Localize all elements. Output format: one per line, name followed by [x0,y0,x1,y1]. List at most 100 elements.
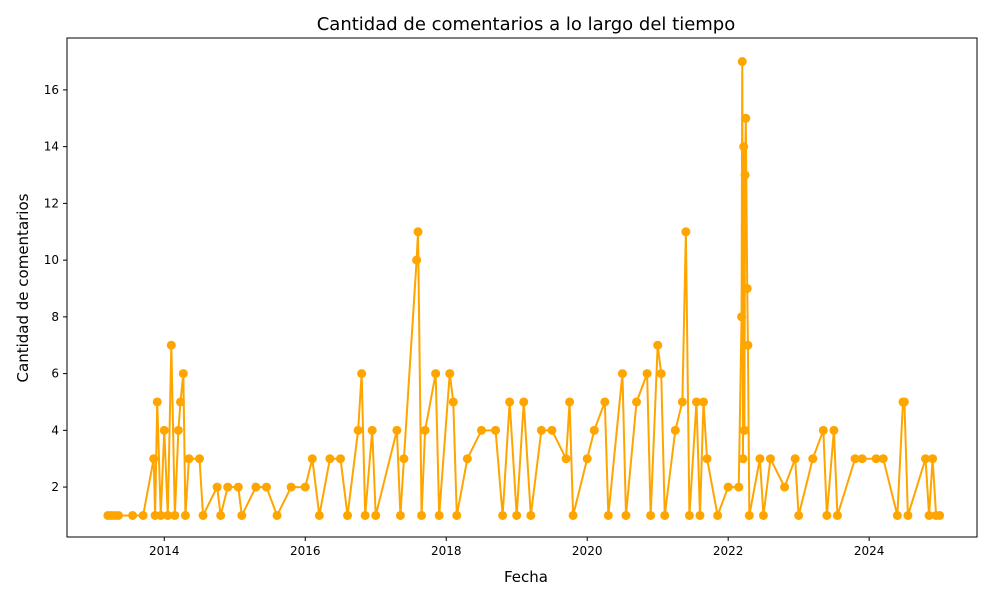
chart-title: Cantidad de comentarios a lo largo del t… [317,14,736,35]
x-tick-label: 2022 [713,544,744,558]
point [195,454,205,464]
point [251,482,261,492]
point [395,510,405,520]
point [765,454,775,464]
y-tick-label: 14 [44,140,59,154]
point [307,454,317,464]
point [603,510,613,520]
point [163,510,173,520]
point [892,510,902,520]
point [170,510,180,520]
point [755,454,765,464]
point [646,510,656,520]
point [498,510,508,520]
point [173,425,183,435]
point [695,510,705,520]
point [857,454,867,464]
point [212,482,222,492]
point [526,510,536,520]
point [178,369,188,379]
y-tick-label: 4 [51,423,59,437]
point [152,397,162,407]
point [314,510,324,520]
point [452,510,462,520]
point [413,227,423,237]
y-tick-label: 12 [44,196,59,210]
point [878,454,888,464]
series-line [107,61,940,520]
y-tick-label: 16 [44,83,59,97]
point [684,510,694,520]
y-tick-label: 8 [51,310,59,324]
point [737,312,747,322]
point [223,482,233,492]
x-tick-label: 2020 [572,544,603,558]
point [743,340,753,350]
point [159,425,169,435]
point [128,510,138,520]
point [790,454,800,464]
point [335,454,345,464]
point [713,510,723,520]
point [547,425,557,435]
point [653,340,663,350]
point [138,510,148,520]
point [420,425,430,435]
x-tick-label: 2018 [431,544,462,558]
y-axis-label: Cantidad de comentarios [14,193,32,382]
point [417,510,427,520]
x-axis-label: Fecha [504,568,548,586]
point [660,510,670,520]
plot-frame [66,37,978,538]
point [175,397,185,407]
point [536,425,546,435]
point [512,510,522,520]
y-tick-label: 10 [44,253,59,267]
point [699,397,709,407]
y-tick-label: 6 [51,367,59,381]
point [734,482,744,492]
point [737,57,747,67]
point [431,369,441,379]
point [794,510,804,520]
point [723,482,733,492]
point [367,425,377,435]
point [399,454,409,464]
x-tick-label: 2016 [290,544,321,558]
point [822,510,832,520]
point [198,510,208,520]
point [149,454,159,464]
point [519,397,529,407]
point [600,397,610,407]
point [156,510,166,520]
point [758,510,768,520]
point [286,482,296,492]
point [180,510,190,520]
point [808,454,818,464]
point [353,425,363,435]
point [702,454,712,464]
point [780,482,790,492]
point [462,454,472,464]
point [589,425,599,435]
point [113,510,123,520]
point [300,482,310,492]
point [360,510,370,520]
point [325,454,335,464]
point [924,510,934,520]
point [261,482,271,492]
point [445,369,455,379]
point [392,425,402,435]
point [899,397,909,407]
y-tick-label: 2 [51,480,59,494]
point [829,425,839,435]
point [568,510,578,520]
x-tick-label: 2014 [149,544,180,558]
point [935,510,945,520]
point [739,425,749,435]
point [582,454,592,464]
point [565,397,575,407]
x-tick-label: 2024 [854,544,885,558]
point [434,510,444,520]
point [166,340,176,350]
